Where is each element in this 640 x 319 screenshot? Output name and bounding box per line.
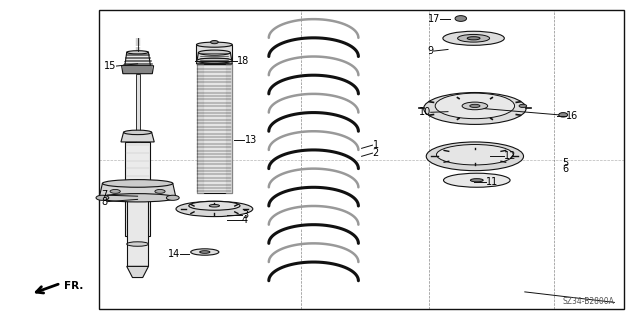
Ellipse shape — [189, 201, 240, 210]
Ellipse shape — [467, 37, 480, 40]
Polygon shape — [127, 266, 148, 278]
Ellipse shape — [559, 113, 568, 117]
Ellipse shape — [127, 242, 148, 246]
Text: SZ34-B2800A: SZ34-B2800A — [563, 297, 614, 306]
Ellipse shape — [444, 173, 510, 187]
Text: 17: 17 — [428, 14, 440, 24]
Ellipse shape — [110, 189, 120, 193]
Ellipse shape — [458, 34, 490, 42]
Text: 18: 18 — [237, 56, 249, 66]
Text: 6: 6 — [562, 164, 568, 174]
Text: 4: 4 — [242, 215, 248, 225]
Text: 8: 8 — [101, 197, 108, 207]
Ellipse shape — [424, 93, 526, 124]
Bar — [136, 74, 140, 142]
Text: 10: 10 — [419, 107, 431, 117]
Ellipse shape — [191, 249, 219, 255]
Ellipse shape — [99, 194, 176, 202]
Ellipse shape — [211, 41, 218, 44]
Ellipse shape — [102, 180, 173, 187]
Text: 2: 2 — [372, 148, 379, 158]
Ellipse shape — [196, 42, 232, 47]
Text: 1: 1 — [372, 140, 379, 150]
Ellipse shape — [124, 130, 152, 135]
Ellipse shape — [200, 251, 210, 253]
Ellipse shape — [155, 189, 165, 193]
Polygon shape — [196, 53, 232, 64]
Text: 13: 13 — [244, 135, 257, 145]
Text: 12: 12 — [504, 151, 516, 161]
Text: 9: 9 — [428, 46, 434, 56]
Ellipse shape — [176, 201, 253, 217]
Polygon shape — [125, 52, 150, 66]
Ellipse shape — [127, 51, 148, 54]
Ellipse shape — [166, 195, 179, 200]
Ellipse shape — [435, 93, 515, 119]
Text: 15: 15 — [104, 61, 116, 71]
Bar — [127, 198, 148, 266]
Bar — [125, 142, 150, 236]
Ellipse shape — [462, 102, 488, 110]
Ellipse shape — [96, 195, 109, 200]
Text: 11: 11 — [486, 177, 499, 187]
Bar — [196, 45, 232, 61]
Text: 3: 3 — [242, 210, 248, 220]
Ellipse shape — [196, 58, 232, 63]
Ellipse shape — [443, 31, 504, 45]
Bar — [99, 10, 624, 309]
Text: 14: 14 — [168, 249, 180, 259]
Polygon shape — [122, 66, 154, 74]
Polygon shape — [121, 132, 154, 142]
Ellipse shape — [519, 104, 527, 108]
Text: 5: 5 — [562, 158, 568, 168]
Ellipse shape — [436, 145, 513, 165]
Polygon shape — [99, 183, 176, 198]
Bar — [197, 64, 232, 193]
Text: 16: 16 — [566, 111, 579, 122]
Ellipse shape — [470, 104, 480, 108]
Ellipse shape — [455, 16, 467, 21]
Text: FR.: FR. — [64, 280, 83, 291]
Ellipse shape — [426, 142, 524, 171]
Text: 7: 7 — [101, 190, 108, 200]
Ellipse shape — [198, 50, 230, 55]
Ellipse shape — [209, 204, 220, 207]
Ellipse shape — [470, 179, 483, 182]
